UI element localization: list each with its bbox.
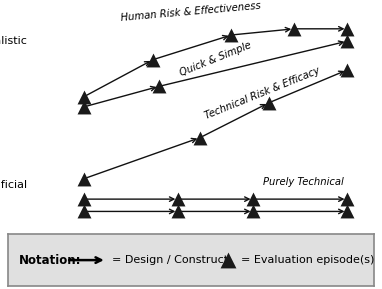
Point [344,197,350,201]
Point [81,105,87,109]
Point [197,135,203,140]
Point [81,94,87,99]
Text: Human Risk & Effectiveness: Human Risk & Effectiveness [120,1,261,23]
Point [344,39,350,43]
Point [250,209,256,214]
Point [266,100,272,105]
Text: Naturalistic: Naturalistic [0,36,28,46]
Point [250,197,256,201]
Text: Quick & Simple: Quick & Simple [178,40,253,78]
Text: Notation:: Notation: [19,254,81,266]
Point [344,209,350,214]
Text: Summative: Summative [300,234,364,244]
Point [175,209,181,214]
Text: Technical Risk & Efficacy: Technical Risk & Efficacy [203,66,321,121]
Point [344,68,350,72]
Text: Formative: Formative [75,234,131,244]
Text: = Design / Construct: = Design / Construct [112,255,228,265]
Point [228,33,235,37]
Point [81,209,87,214]
Point [81,176,87,181]
Point [156,84,162,88]
Text: Purely Technical: Purely Technical [263,177,343,187]
Point [175,197,181,201]
Point [291,27,297,31]
Text: = Evaluation episode(s): = Evaluation episode(s) [241,255,374,265]
Point [344,27,350,31]
Point [150,57,156,62]
Point [225,258,231,262]
Text: Artificial: Artificial [0,180,28,190]
Point [81,197,87,201]
